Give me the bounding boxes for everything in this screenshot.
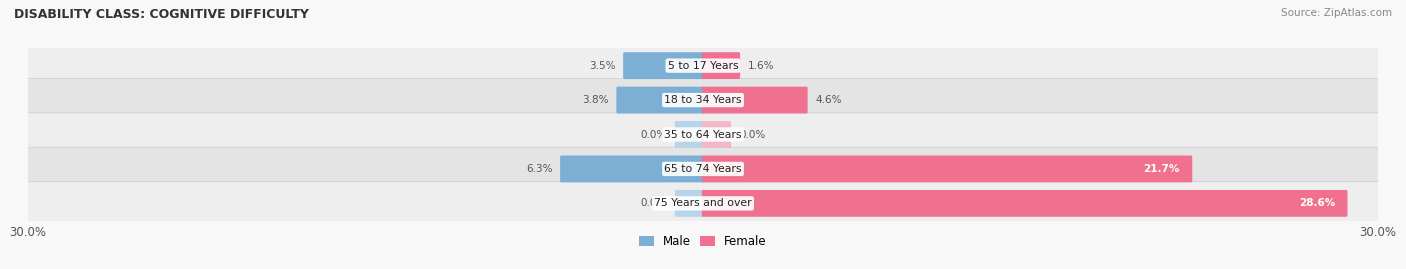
Text: 28.6%: 28.6% <box>1299 198 1336 208</box>
Text: 35 to 64 Years: 35 to 64 Years <box>664 129 742 140</box>
Text: 3.8%: 3.8% <box>582 95 609 105</box>
Text: 4.6%: 4.6% <box>815 95 842 105</box>
Text: 5 to 17 Years: 5 to 17 Years <box>668 61 738 71</box>
Text: 6.3%: 6.3% <box>526 164 553 174</box>
Legend: Male, Female: Male, Female <box>634 230 772 253</box>
FancyBboxPatch shape <box>560 155 704 182</box>
FancyBboxPatch shape <box>675 121 704 148</box>
Text: 75 Years and over: 75 Years and over <box>654 198 752 208</box>
Text: 21.7%: 21.7% <box>1143 164 1180 174</box>
FancyBboxPatch shape <box>25 78 1381 122</box>
Text: 18 to 34 Years: 18 to 34 Years <box>664 95 742 105</box>
FancyBboxPatch shape <box>702 52 740 79</box>
Text: 0.0%: 0.0% <box>641 129 666 140</box>
Text: Source: ZipAtlas.com: Source: ZipAtlas.com <box>1281 8 1392 18</box>
Text: 3.5%: 3.5% <box>589 61 616 71</box>
FancyBboxPatch shape <box>616 87 704 114</box>
FancyBboxPatch shape <box>25 147 1381 191</box>
Text: 0.0%: 0.0% <box>641 198 666 208</box>
FancyBboxPatch shape <box>675 190 704 217</box>
Text: 1.6%: 1.6% <box>748 61 775 71</box>
Text: 0.0%: 0.0% <box>740 129 765 140</box>
FancyBboxPatch shape <box>702 190 1347 217</box>
Text: DISABILITY CLASS: COGNITIVE DIFFICULTY: DISABILITY CLASS: COGNITIVE DIFFICULTY <box>14 8 309 21</box>
FancyBboxPatch shape <box>25 113 1381 156</box>
FancyBboxPatch shape <box>623 52 704 79</box>
FancyBboxPatch shape <box>702 121 731 148</box>
FancyBboxPatch shape <box>25 44 1381 87</box>
FancyBboxPatch shape <box>702 155 1192 182</box>
FancyBboxPatch shape <box>702 87 807 114</box>
FancyBboxPatch shape <box>25 182 1381 225</box>
Text: 65 to 74 Years: 65 to 74 Years <box>664 164 742 174</box>
